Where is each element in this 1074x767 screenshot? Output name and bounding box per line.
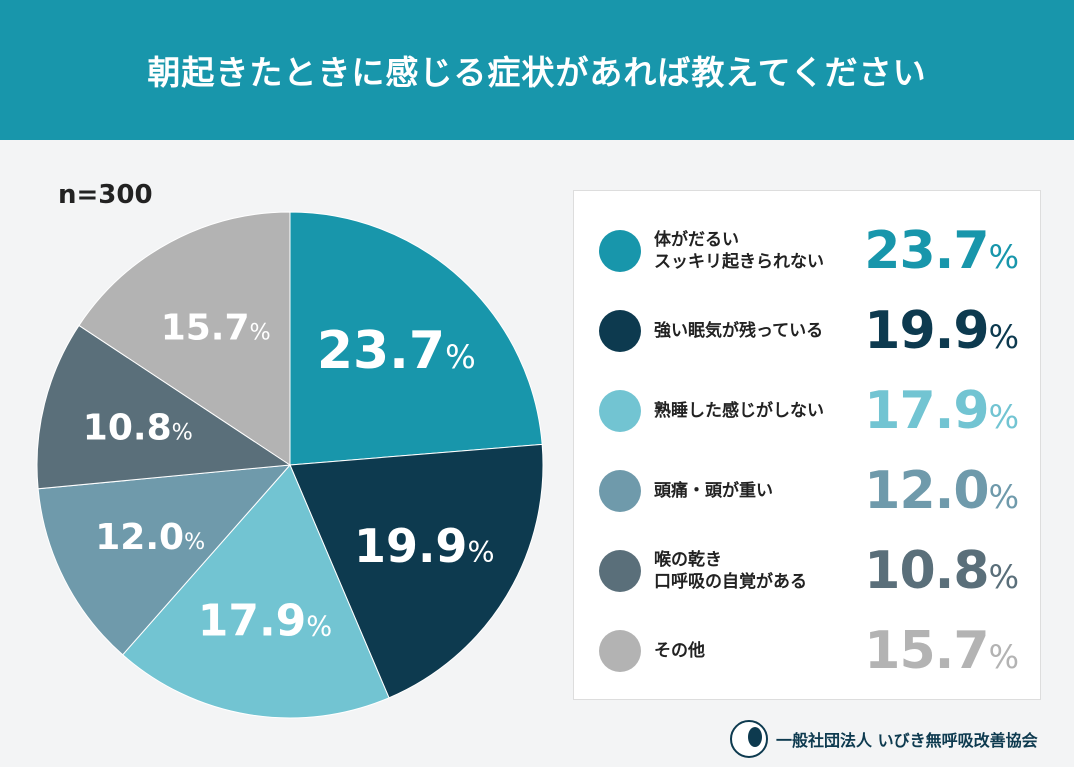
- legend: 体がだるい スッキリ起きられない 23.7% 強い眠気が残っている 19.9% 熟睡した…: [573, 190, 1041, 700]
- legend-item: その他 15.7%: [574, 621, 1040, 681]
- legend-label: その他: [654, 641, 705, 661]
- legend-item: 強い眠気が残っている 19.9%: [574, 301, 1040, 361]
- pie-slice: [289, 443, 544, 699]
- legend-value: 15.7%: [864, 621, 1019, 681]
- pie-slice: [37, 464, 292, 656]
- legend-swatch: [599, 630, 641, 672]
- legend-label: 体がだるい スッキリ起きられない: [654, 230, 824, 272]
- legend-label: 強い眠気が残っている: [654, 321, 824, 341]
- legend-label: 熟睡した感じがしない: [654, 401, 824, 421]
- pie-slice: [36, 324, 292, 490]
- pie-slice: [289, 211, 543, 466]
- legend-value: 19.9%: [864, 301, 1019, 361]
- legend-value: 17.9%: [864, 381, 1019, 441]
- legend-value: 10.8%: [864, 541, 1019, 601]
- legend-label: 頭痛・頭が重い: [654, 481, 773, 501]
- legend-swatch: [599, 470, 641, 512]
- legend-label: 喉の乾き 口呼吸の自覚がある: [654, 550, 807, 592]
- legend-swatch: [599, 310, 641, 352]
- slice-data-label: 23.7%: [317, 321, 476, 381]
- legend-value: 12.0%: [864, 461, 1019, 521]
- legend-item: 喉の乾き 口呼吸の自覚がある 10.8%: [574, 541, 1040, 601]
- pie-chart: 23.7%19.9%17.9%12.0%10.8%15.7%: [36, 211, 544, 719]
- footer: 一般社団法人 いびき無呼吸改善協会: [730, 720, 1038, 758]
- legend-item: 体がだるい スッキリ起きられない 23.7%: [574, 221, 1040, 281]
- slice-data-label: 12.0%: [95, 517, 205, 558]
- organization-name: 一般社団法人 いびき無呼吸改善協会: [776, 731, 1038, 750]
- pie-slice: [78, 211, 291, 466]
- legend-swatch: [599, 550, 641, 592]
- sample-size: n=300: [58, 180, 153, 210]
- legend-item: 熟睡した感じがしない 17.9%: [574, 381, 1040, 441]
- header: 朝起きたときに感じる症状があれば教えてください: [0, 0, 1074, 140]
- organization-logo-icon: [730, 720, 768, 758]
- legend-value: 23.7%: [864, 221, 1019, 281]
- legend-item: 頭痛・頭が重い 12.0%: [574, 461, 1040, 521]
- legend-swatch: [599, 230, 641, 272]
- chart-title: 朝起きたときに感じる症状があれば教えてください: [147, 53, 927, 92]
- legend-swatch: [599, 390, 641, 432]
- pie-slice: [121, 464, 390, 719]
